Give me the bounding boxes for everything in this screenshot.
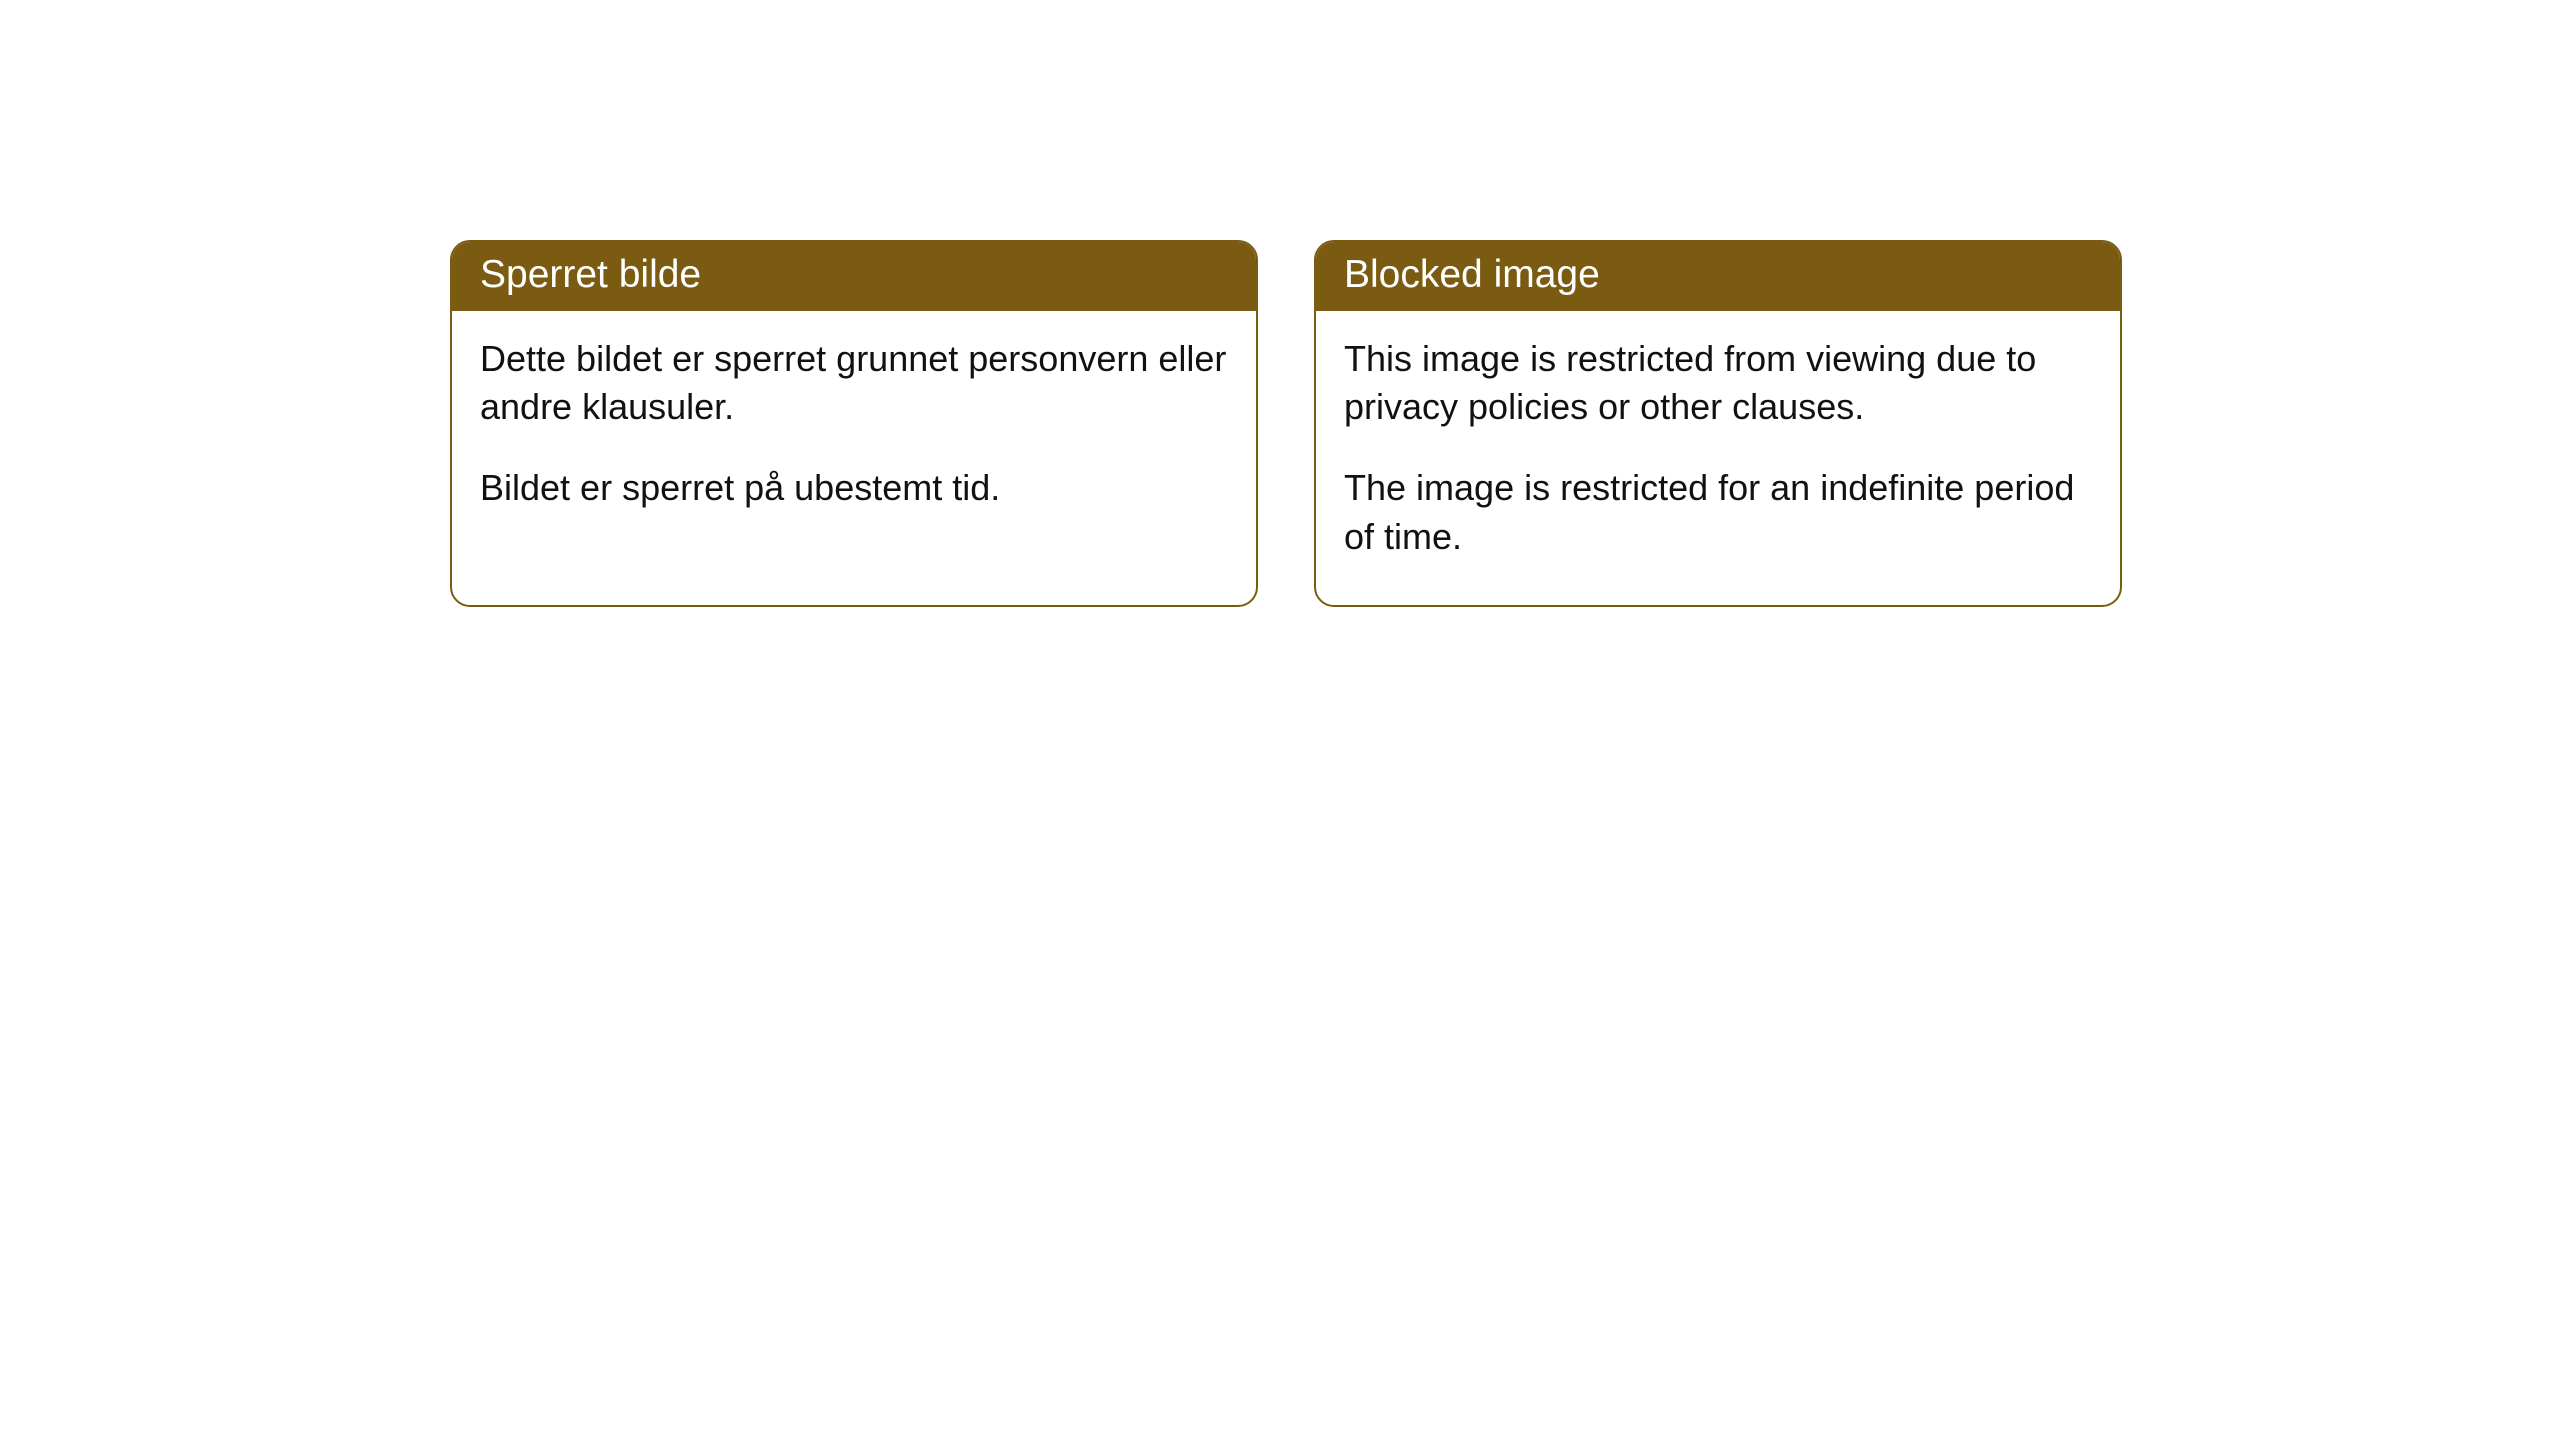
card-paragraph: The image is restricted for an indefinit… (1344, 464, 2092, 561)
card-title-english: Blocked image (1316, 242, 2120, 311)
card-paragraph: This image is restricted from viewing du… (1344, 335, 2092, 432)
card-body-english: This image is restricted from viewing du… (1316, 311, 2120, 605)
notice-cards-container: Sperret bilde Dette bildet er sperret gr… (450, 240, 2122, 607)
notice-card-english: Blocked image This image is restricted f… (1314, 240, 2122, 607)
card-body-norwegian: Dette bildet er sperret grunnet personve… (452, 311, 1256, 557)
card-title-norwegian: Sperret bilde (452, 242, 1256, 311)
card-paragraph: Bildet er sperret på ubestemt tid. (480, 464, 1228, 513)
card-paragraph: Dette bildet er sperret grunnet personve… (480, 335, 1228, 432)
notice-card-norwegian: Sperret bilde Dette bildet er sperret gr… (450, 240, 1258, 607)
